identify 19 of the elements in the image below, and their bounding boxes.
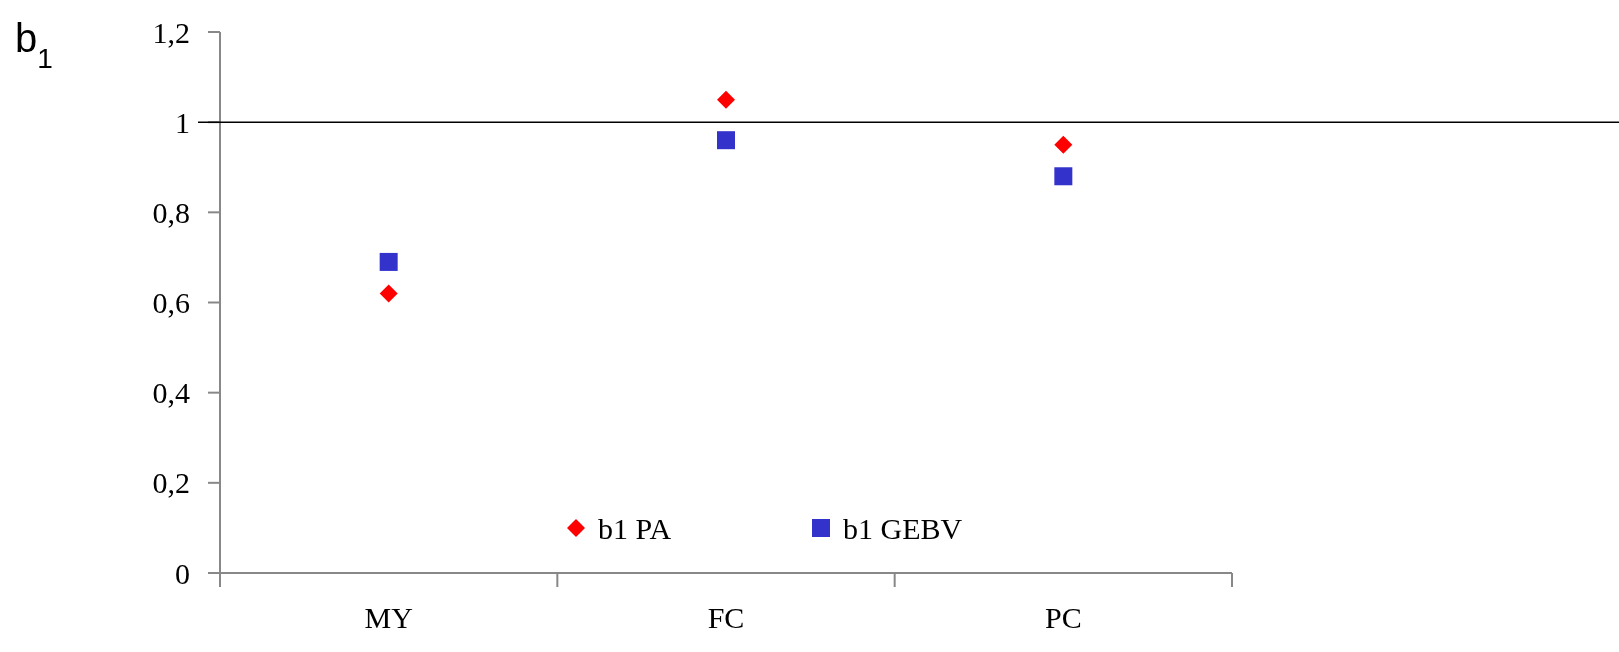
point (379, 284, 398, 303)
x-tick-label: FC (707, 601, 745, 634)
y-axis-title: b$_{1}$ (15, 16, 53, 74)
point (717, 131, 735, 150)
point (1054, 167, 1073, 186)
y-tick-label: 0,4 (152, 376, 190, 410)
y-tick-label: 0,2 (152, 466, 190, 500)
x-tick-label: PC (1044, 601, 1082, 634)
legend-label: b1 PA (598, 511, 672, 545)
y-tick-label: 1,2 (152, 15, 190, 49)
point (1054, 135, 1073, 154)
y-tick-label: 0 (175, 556, 190, 590)
y-tick-label: 0,6 (152, 286, 190, 319)
point (717, 90, 735, 109)
x-tick-label: MY (364, 601, 413, 634)
legend-label: b1 GEBV (843, 511, 963, 545)
y-tick-label: 0,8 (152, 195, 190, 229)
point (379, 252, 398, 271)
y-tick-label: 1 (175, 105, 190, 139)
